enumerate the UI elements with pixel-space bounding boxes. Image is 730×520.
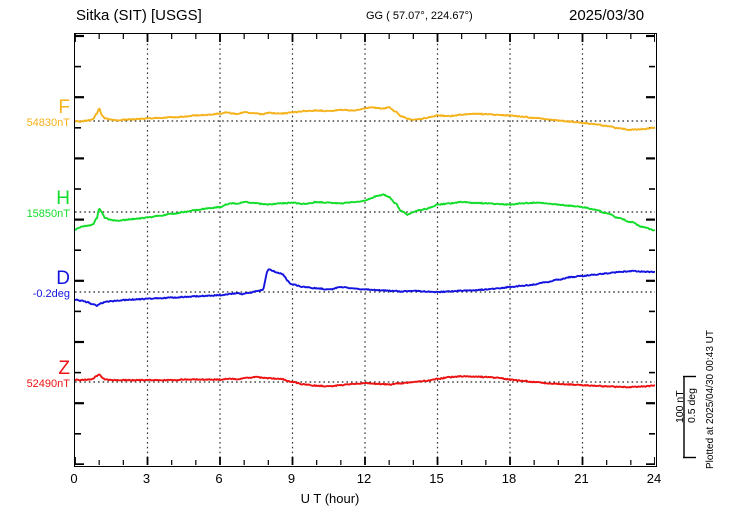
magnetogram-traces: [75, 34, 655, 465]
component-value-d: -0.2deg: [32, 288, 70, 300]
component-label-d: D -0.2deg: [0, 268, 70, 301]
component-label-h: H 15850nT: [0, 188, 70, 221]
scale-deg-label: 0.5 deg: [686, 388, 698, 424]
component-value-h: 15850nT: [26, 208, 70, 220]
x-tick-label-6: 6: [215, 471, 223, 486]
plotted-at-timestamp: Plotted at 2025/04/30 00:43 UT: [705, 330, 716, 469]
x-axis-title: U T (hour): [300, 491, 360, 506]
geographic-coordinates: GG ( 57.07°, 224.67°): [366, 10, 473, 22]
x-tick-label-24: 24: [646, 471, 662, 486]
x-tick-label-3: 3: [142, 471, 151, 486]
component-symbol-h: H: [56, 188, 70, 209]
scale-nt-label: 100 nT: [674, 390, 686, 424]
component-symbol-d: D: [56, 268, 70, 289]
magnetogram-plot-frame: [74, 33, 657, 467]
x-tick-label-0: 0: [70, 471, 78, 486]
component-value-f: 54830nT: [26, 117, 70, 129]
scale-bar-icon: [683, 375, 696, 459]
component-value-z: 52490nT: [26, 378, 70, 390]
page-title: Sitka (SIT) [USGS]: [76, 7, 202, 24]
x-tick-label-15: 15: [429, 471, 444, 486]
x-tick-label-9: 9: [287, 471, 296, 486]
x-tick-label-18: 18: [501, 471, 517, 486]
x-tick-label-12: 12: [356, 471, 372, 486]
component-label-z: Z 52490nT: [0, 358, 70, 391]
component-label-f: F 54830nT: [0, 97, 70, 130]
scale-bar-label: 100 nT 0.5 deg: [674, 388, 698, 423]
observation-date: 2025/03/30: [569, 7, 645, 24]
component-symbol-z: Z: [58, 358, 70, 379]
component-symbol-f: F: [58, 97, 70, 118]
x-tick-label-21: 21: [574, 471, 589, 486]
